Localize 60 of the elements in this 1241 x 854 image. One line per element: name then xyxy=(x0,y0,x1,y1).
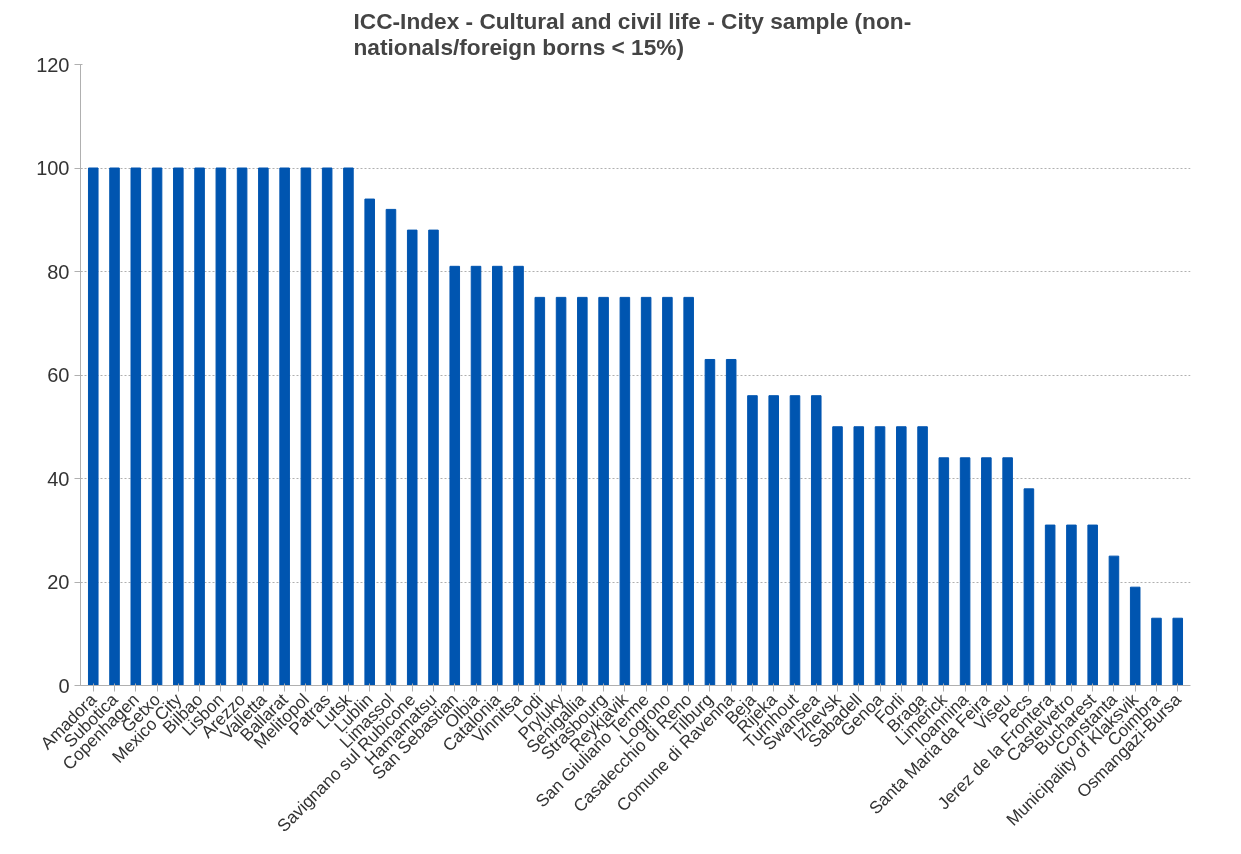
bar xyxy=(768,395,779,686)
bar xyxy=(981,457,992,686)
bar xyxy=(938,457,950,686)
bar xyxy=(619,296,631,686)
bar xyxy=(236,167,248,686)
bar xyxy=(1002,457,1013,686)
bar xyxy=(428,229,439,686)
bar xyxy=(194,167,205,686)
bar xyxy=(896,426,907,686)
bar xyxy=(279,167,290,686)
y-tick-label: 80 xyxy=(47,260,70,283)
bar xyxy=(683,296,694,686)
bar xyxy=(662,296,673,686)
bar xyxy=(449,265,461,686)
bar xyxy=(534,296,546,686)
bar xyxy=(917,426,928,686)
bar xyxy=(874,426,886,686)
bar xyxy=(321,167,333,686)
bar xyxy=(151,167,163,686)
bar xyxy=(1129,586,1141,686)
bar xyxy=(577,296,588,686)
bar xyxy=(470,265,482,686)
bar xyxy=(215,167,227,686)
bar xyxy=(385,208,397,686)
y-tick-label: 60 xyxy=(47,364,70,386)
bar xyxy=(1023,488,1035,686)
bar xyxy=(640,296,652,686)
bar xyxy=(130,167,142,686)
bar xyxy=(513,265,524,686)
bar xyxy=(725,358,737,686)
bar xyxy=(959,457,971,686)
bar xyxy=(555,296,567,686)
bar xyxy=(492,265,503,686)
y-tick-label: 0 xyxy=(58,674,70,697)
bar xyxy=(1066,524,1077,686)
bar xyxy=(832,426,843,686)
bar xyxy=(853,426,865,686)
bar xyxy=(789,395,801,686)
bar xyxy=(704,358,716,686)
bar xyxy=(1172,617,1184,686)
bar xyxy=(1151,617,1162,686)
bar xyxy=(87,167,99,686)
y-tick-label: 40 xyxy=(47,467,70,490)
bar xyxy=(364,198,375,686)
bar xyxy=(406,229,418,686)
chart-title: ICC-Index - Cultural and civil life - City sample (non-nationals/foreign borns < 15%) xyxy=(353,7,912,60)
bar xyxy=(258,167,269,686)
bar xyxy=(1087,524,1098,686)
bar xyxy=(747,395,758,686)
bar xyxy=(810,395,822,686)
y-tick-label: 20 xyxy=(47,571,70,593)
y-tick-label: 100 xyxy=(36,157,70,179)
bar xyxy=(109,167,120,686)
y-tick-label: 120 xyxy=(36,53,70,76)
bar xyxy=(300,167,312,686)
bar xyxy=(598,296,609,686)
bar xyxy=(173,167,184,686)
bar xyxy=(343,167,354,686)
bar xyxy=(1108,555,1120,686)
bar xyxy=(1044,524,1056,686)
